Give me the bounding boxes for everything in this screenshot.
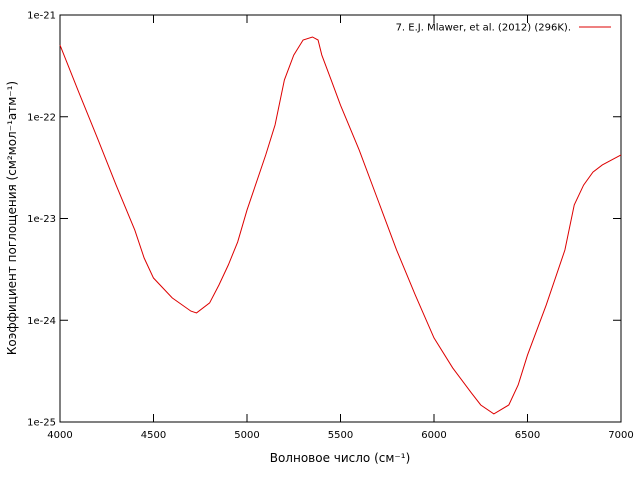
y-tick-label: 1e-23 <box>27 214 56 225</box>
y-tick-label: 1e-24 <box>27 316 56 327</box>
x-tick-label: 4500 <box>141 430 166 441</box>
y-tick-label: 1e-22 <box>27 112 56 123</box>
data-line <box>59 36 622 415</box>
x-tick-label: 4000 <box>47 430 72 441</box>
y-tick-label: 1e-21 <box>27 11 56 22</box>
x-tick-label: 5000 <box>234 430 259 441</box>
legend-label: 7. E.J. Mlawer, et al. (2012) (296K). <box>396 23 571 34</box>
x-tick-label: 7000 <box>608 430 633 441</box>
y-axis-label: Коэффициент поглощения (см²мол⁻¹атм⁻¹) <box>5 81 19 355</box>
x-tick-label: 6500 <box>515 430 540 441</box>
x-tick-label: 5500 <box>328 430 353 441</box>
y-tick-label: 1e-25 <box>27 418 56 429</box>
x-axis-label: Волновое число (см⁻¹) <box>270 451 411 465</box>
x-tick-label: 6000 <box>421 430 446 441</box>
